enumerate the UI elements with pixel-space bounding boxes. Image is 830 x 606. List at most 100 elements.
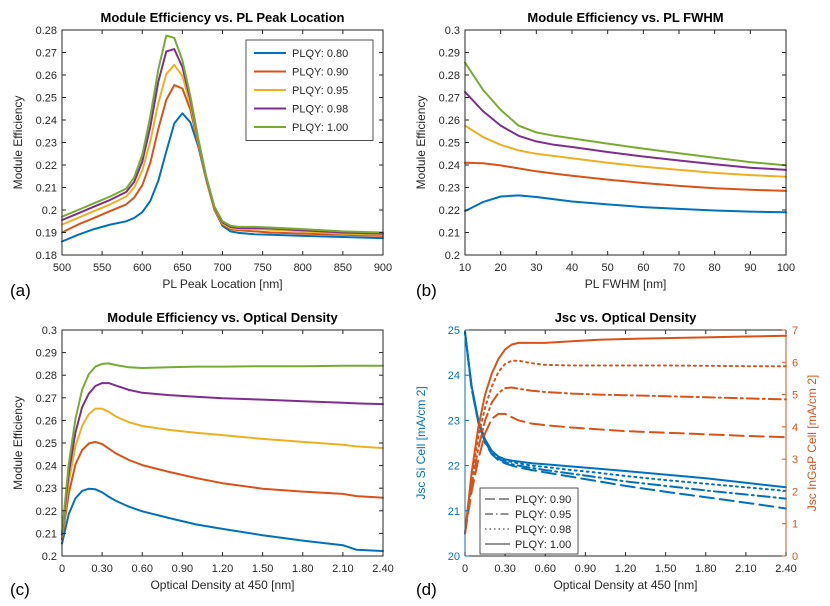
y-tick-label: 0.24	[36, 115, 57, 127]
panel-a: 500 550 600 650 700 750 800 850 900 0.18 0.19 0.2 0.…	[10, 10, 392, 300]
series-line-090	[464, 161, 787, 192]
x-tick-label: 80	[709, 262, 721, 274]
panel-label: (d)	[416, 580, 437, 599]
x-tick-label: 40	[566, 262, 578, 274]
x-tick-label: 2.40	[775, 563, 796, 575]
x-tick-label: 70	[673, 262, 685, 274]
chart-title: Module Efficiency vs. Optical Density	[107, 310, 338, 325]
panel-label: (a)	[10, 281, 31, 300]
x-tick-label: 30	[530, 262, 542, 274]
y-right-tick-label: 7	[792, 325, 798, 337]
x-tick-label: 10	[459, 262, 471, 274]
x-tick-label: 0.60	[132, 563, 153, 575]
x-tick-label: 750	[253, 262, 271, 274]
y-tick-label: 0.19	[36, 228, 57, 240]
series-line-right-100	[464, 334, 787, 535]
series-line-left-095	[464, 331, 787, 500]
series-line-095	[464, 124, 787, 178]
x-tick-label: 600	[133, 262, 151, 274]
x-tick-label: 500	[53, 262, 71, 274]
y-tick-label: 0.2	[445, 250, 460, 262]
x-tick-label: 1.20	[615, 563, 636, 575]
y-tick-label: 0.28	[36, 25, 57, 37]
y-tick-label: 0.22	[439, 205, 460, 217]
panel-label: (b)	[416, 281, 437, 300]
y-tick-label: 0.27	[439, 93, 460, 105]
y-tick-label: 0.23	[36, 138, 57, 150]
legend-box	[479, 487, 579, 555]
y-right-tick-label: 5	[792, 390, 798, 402]
series-line-100	[61, 34, 384, 234]
panel-c: 0 0.30 0.60 0.90 1.20 1.50 1.80 2.10 2.40 0.2 0.21…	[10, 310, 394, 599]
series-line-left-098	[464, 331, 787, 492]
x-tick-label: 850	[334, 262, 352, 274]
legend-label: PLQY: 0.90	[292, 67, 348, 79]
legend-label: PLQY: 1.00	[515, 539, 571, 551]
x-tick-label: 2.10	[735, 563, 756, 575]
y-tick-label: 0.21	[439, 228, 460, 240]
y-right-tick-label: 2	[792, 486, 798, 498]
x-tick-label: 0	[462, 563, 468, 575]
y-tick-label: 0.22	[36, 160, 57, 172]
y-tick-label: 0.25	[439, 138, 460, 150]
y-tick-label: 25	[448, 325, 460, 337]
y-tick-label: 22	[448, 461, 460, 473]
y-axis-label: Module Efficiency	[11, 396, 25, 490]
x-tick-label: 900	[374, 262, 392, 274]
x-tick-label: 550	[93, 262, 111, 274]
legend-label: PLQY: 0.98	[292, 104, 348, 116]
x-tick-label: 700	[213, 262, 231, 274]
series-line-098	[61, 48, 384, 235]
y-tick-label: 0.21	[36, 183, 57, 195]
x-tick-label: 1.80	[292, 563, 313, 575]
x-tick-label: 800	[294, 262, 312, 274]
y-axis-label: Module Efficiency	[11, 96, 25, 190]
y-tick-label: 24	[448, 370, 460, 382]
series-line-right-095	[464, 386, 787, 535]
series-line-080	[464, 194, 787, 214]
x-tick-label: 0.90	[575, 563, 596, 575]
legend-label: PLQY: 0.95	[515, 509, 571, 521]
chart-title: Jsc vs. Optical Density	[555, 310, 697, 325]
series-line-100	[464, 61, 787, 167]
y-tick-label: 0.2	[42, 205, 57, 217]
y-tick-label: 0.24	[36, 461, 57, 473]
x-tick-label: 0	[59, 563, 65, 575]
y-tick-label: 0.26	[36, 415, 57, 427]
y-tick-label: 20	[448, 551, 460, 563]
panel-label: (c)	[10, 580, 30, 599]
y-right-tick-label: 4	[792, 422, 798, 434]
y-tick-label: 21	[448, 506, 460, 518]
y-tick-label: 0.26	[36, 70, 57, 82]
series-line-080	[61, 112, 384, 243]
x-tick-label: 2.40	[372, 563, 393, 575]
x-tick-label: 1.50	[252, 563, 273, 575]
legend: PLQY: 0.90 PLQY: 0.95 PLQY: 0.98 PLQY: 1.00	[479, 487, 579, 555]
legend-label: PLQY: 0.80	[292, 48, 348, 60]
y-axis-label: Jsc Si Cell [mA/cm 2]	[414, 386, 428, 499]
x-axis-label: PL Peak Location [nm]	[162, 277, 282, 291]
y-tick-label: 0.29	[36, 348, 57, 360]
y-tick-label: 0.25	[36, 438, 57, 450]
y-tick-label: 0.2	[42, 551, 57, 563]
series-line-098	[61, 382, 384, 536]
series-line-095	[61, 407, 384, 538]
y-right-tick-label: 3	[792, 454, 798, 466]
x-axis-label: Optical Density at 450 [nm]	[553, 578, 697, 592]
chart-title: Module Efficiency vs. PL FWHM	[527, 10, 723, 25]
axes-box	[464, 29, 787, 256]
x-tick-label: 2.10	[332, 563, 353, 575]
y-tick-label: 0.23	[36, 483, 57, 495]
y-tick-label: 0.23	[439, 183, 460, 195]
y-tick-label: 0.3	[445, 25, 460, 37]
y-tick-label: 0.29	[439, 48, 460, 60]
y-tick-label: 0.28	[439, 70, 460, 82]
y-tick-label: 0.21	[36, 528, 57, 540]
x-tick-label: 20	[495, 262, 507, 274]
x-tick-label: 0.90	[172, 563, 193, 575]
y-tick-label: 0.3	[42, 325, 57, 337]
x-axis-label: Optical Density at 450 [nm]	[150, 578, 294, 592]
legend-label: PLQY: 0.90	[515, 494, 571, 506]
series-line-090	[61, 84, 384, 237]
y-tick-label: 0.27	[36, 393, 57, 405]
